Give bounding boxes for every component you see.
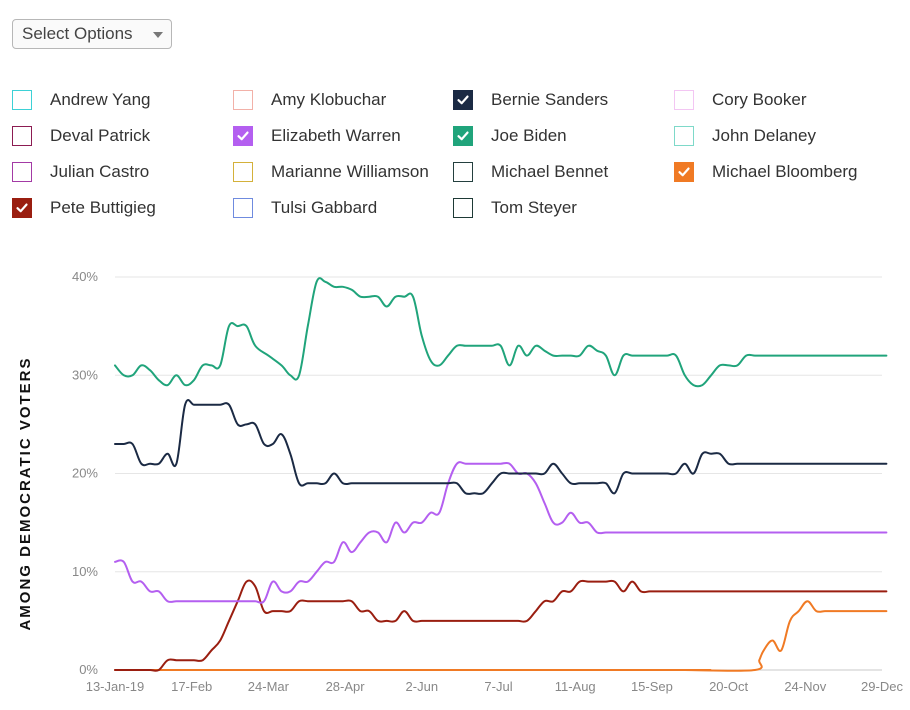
series-line-elizabeth-warren — [114, 461, 888, 604]
legend-checkbox[interactable] — [674, 162, 694, 182]
legend-item-cory-booker[interactable]: Cory Booker — [674, 88, 806, 112]
legend-item-amy-klobuchar[interactable]: Amy Klobuchar — [233, 88, 386, 112]
legend-item-bernie-sanders[interactable]: Bernie Sanders — [453, 88, 608, 112]
x-tick-label: 20-Oct — [709, 679, 748, 694]
legend-label: Elizabeth Warren — [271, 126, 401, 145]
legend-label: Tulsi Gabbard — [271, 198, 378, 217]
legend-checkbox[interactable] — [233, 198, 253, 218]
legend-item-joe-biden[interactable]: Joe Biden — [453, 124, 567, 148]
legend-item-elizabeth-warren[interactable]: Elizabeth Warren — [233, 124, 401, 148]
check-icon — [457, 131, 469, 141]
legend-label: Michael Bloomberg — [712, 162, 858, 181]
legend-item-michael-bennet[interactable]: Michael Bennet — [453, 160, 608, 184]
legend-item-pete-buttigieg[interactable]: Pete Buttigieg — [12, 196, 156, 220]
legend-label: Michael Bennet — [491, 162, 609, 181]
legend-item-tulsi-gabbard[interactable]: Tulsi Gabbard — [233, 196, 377, 220]
check-icon — [457, 95, 469, 105]
legend-item-marianne-williamson[interactable]: Marianne Williamson — [233, 160, 429, 184]
x-tick-label: 11-Aug — [555, 679, 596, 694]
x-tick-label: 29-Dec — [861, 679, 903, 694]
legend-label: Cory Booker — [712, 90, 807, 109]
x-tick-label: 2-Jun — [406, 679, 439, 694]
legend-checkbox[interactable] — [453, 198, 473, 218]
x-tick-label: 17-Feb — [171, 679, 212, 694]
x-tick-label: 24-Nov — [784, 679, 826, 694]
legend-item-michael-bloomberg[interactable]: Michael Bloomberg — [674, 160, 858, 184]
legend-label: Pete Buttigieg — [50, 198, 156, 217]
legend-label: Marianne Williamson — [271, 162, 429, 181]
legend-checkbox[interactable] — [12, 198, 32, 218]
legend-checkbox[interactable] — [12, 90, 32, 110]
legend-checkbox[interactable] — [674, 126, 694, 146]
select-options-label: Select Options — [22, 24, 133, 43]
legend-checkbox[interactable] — [233, 126, 253, 146]
legend-label: John Delaney — [712, 126, 816, 145]
legend-item-tom-steyer[interactable]: Tom Steyer — [453, 196, 577, 220]
legend-checkbox[interactable] — [233, 162, 253, 182]
check-icon — [237, 131, 249, 141]
legend-item-deval-patrick[interactable]: Deval Patrick — [12, 124, 150, 148]
y-tick-label: 10% — [72, 564, 98, 579]
caret-down-icon — [153, 32, 163, 38]
x-tick-label: 13-Jan-19 — [86, 679, 145, 694]
legend-checkbox[interactable] — [12, 126, 32, 146]
x-tick-label: 7-Jul — [484, 679, 512, 694]
legend-checkbox[interactable] — [233, 90, 253, 110]
x-tick-label: 15-Sep — [631, 679, 673, 694]
series-line-joe-biden — [114, 277, 888, 388]
y-tick-label: 20% — [72, 466, 98, 481]
select-options-dropdown[interactable]: Select Options — [12, 19, 172, 49]
check-icon — [678, 167, 690, 177]
legend-checkbox[interactable] — [12, 162, 32, 182]
legend-item-andrew-yang[interactable]: Andrew Yang — [12, 88, 151, 112]
legend-label: Tom Steyer — [491, 198, 577, 217]
legend-label: Amy Klobuchar — [271, 90, 387, 109]
legend-label: Joe Biden — [491, 126, 567, 145]
y-axis-label: AMONG DEMOCRATIC VOTERS — [17, 356, 34, 630]
legend-label: Andrew Yang — [50, 90, 151, 109]
series-line-pete-buttigieg — [114, 579, 888, 672]
legend-checkbox[interactable] — [453, 162, 473, 182]
y-tick-label: 40% — [72, 269, 98, 284]
legend-label: Deval Patrick — [50, 126, 151, 145]
check-icon — [16, 203, 28, 213]
y-tick-label: 0% — [79, 662, 98, 677]
legend-label: Bernie Sanders — [491, 90, 609, 109]
legend-item-julian-castro[interactable]: Julian Castro — [12, 160, 149, 184]
legend-label: Julian Castro — [50, 162, 150, 181]
y-tick-label: 30% — [72, 367, 98, 382]
legend-checkbox[interactable] — [453, 90, 473, 110]
x-tick-label: 28-Apr — [326, 679, 366, 694]
legend-checkbox[interactable] — [674, 90, 694, 110]
x-tick-label: 24-Mar — [248, 679, 290, 694]
polling-line-chart: 0% 10% 20% 30% 40% 13-Jan-19 17-Feb 24-Mar 28-Ap… — [17, 269, 903, 694]
series-line-bernie-sanders — [114, 399, 888, 495]
legend-item-john-delaney[interactable]: John Delaney — [674, 124, 816, 148]
series-line-michael-bloomberg — [114, 600, 888, 672]
legend-checkbox[interactable] — [453, 126, 473, 146]
